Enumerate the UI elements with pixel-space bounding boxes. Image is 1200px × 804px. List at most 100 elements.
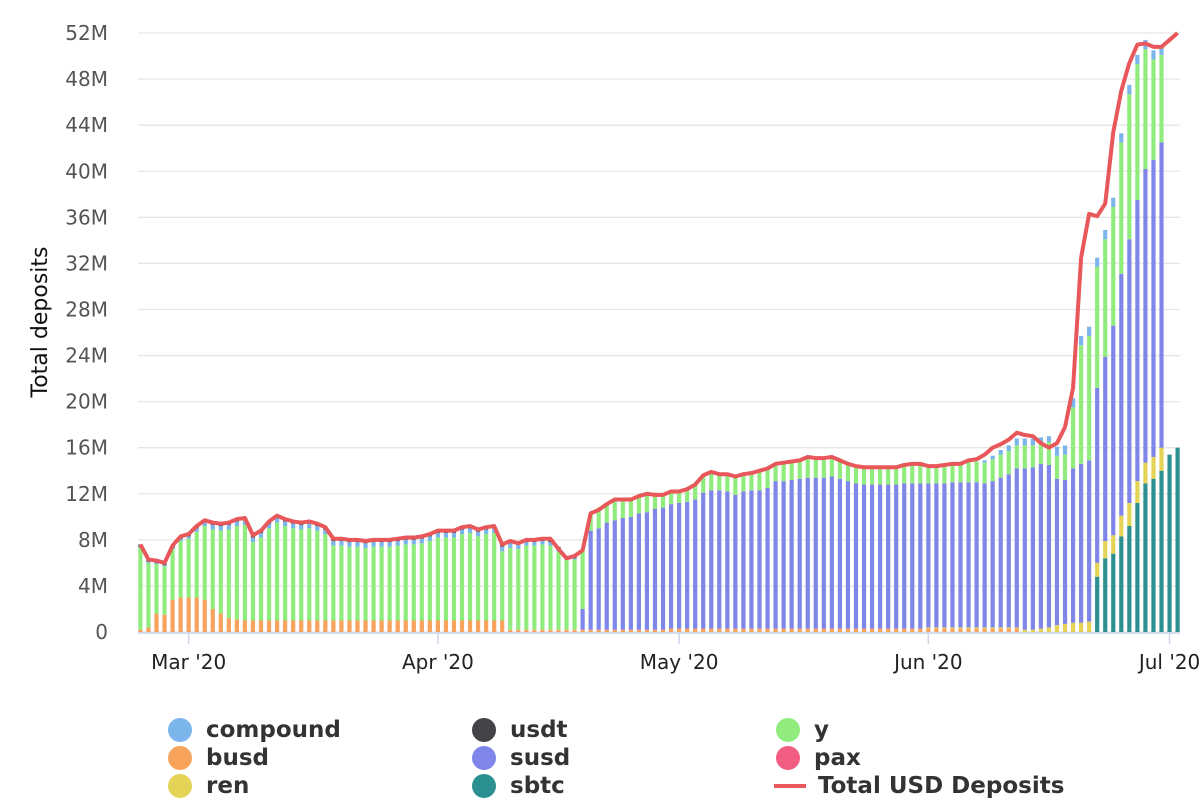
bar-y [226,529,231,619]
bar-y [459,534,465,621]
x-tick-label: Jun '20 [892,650,963,674]
bar-susd [685,501,690,629]
bar-ren [1079,622,1084,632]
bar-busd [805,628,810,632]
y-axis-title: Total deposits [28,247,53,399]
bar-susd [1087,460,1092,622]
bar-y [363,547,368,621]
legend-item-usdt[interactable]: usdt [472,716,568,744]
bar-busd [918,628,923,632]
bar-y [186,538,191,598]
legend-item-total[interactable]: Total USD Deposits [774,772,1064,800]
bar-compound [186,536,191,539]
bar-compound [355,542,360,547]
bar-y [218,530,223,614]
bar-sbtc [1111,553,1116,632]
bar-sbtc [1167,454,1172,632]
bar-y [291,528,296,621]
bar-busd [725,628,730,632]
bar-compound [154,562,159,565]
bar-busd [492,620,497,632]
bar-busd [644,629,650,632]
bar-busd [403,620,408,632]
bar-y [894,466,899,485]
bar-ren [1087,621,1092,632]
bar-susd [620,517,625,630]
bar-busd [307,620,312,632]
bar-y [652,492,658,509]
bar-susd [878,484,883,629]
bar-busd [451,620,457,632]
bar-busd [355,620,360,632]
bar-susd [709,490,714,629]
bar-busd [315,620,320,632]
bar-y [275,522,280,621]
bar-busd [291,620,296,632]
bar-susd [821,477,826,629]
bar-y [910,462,915,484]
bar-y [162,566,167,615]
legend-item-busd[interactable]: busd [168,744,269,772]
legend-item-y[interactable]: y [776,716,829,744]
bar-y [1038,443,1043,464]
bar-y [604,504,609,523]
busd-swatch [168,746,192,770]
bar-compound [982,460,987,463]
bar-y [733,476,738,495]
bar-busd [886,628,891,632]
bar-y [540,544,545,630]
bar-compound [1135,54,1140,65]
bar-compound [998,450,1003,455]
legend-item-pax[interactable]: pax [776,744,861,772]
bar-susd [1006,474,1011,628]
bar-compound [331,541,336,546]
y-tick-label: 12M [65,482,108,506]
bar-susd [1014,468,1019,628]
y-tick-label: 24M [65,344,108,368]
bar-busd [580,629,585,632]
bar-y [1070,407,1076,469]
bar-susd [1119,273,1124,516]
bar-y [154,564,159,614]
bar-compound [524,542,529,546]
bar-y [902,463,907,484]
bar-compound [1070,398,1076,408]
bar-y [572,559,577,630]
bar-susd [580,608,585,630]
bar-susd [693,499,698,629]
bar-busd [242,620,248,632]
bar-susd [998,477,1003,628]
bar-susd [1030,467,1035,630]
bar-compound [146,561,151,563]
bar-y [886,466,891,485]
bar-ren [958,627,963,629]
bar-busd [677,628,682,632]
bar-susd [652,508,658,630]
bar-compound [291,523,296,529]
y-tick-label: 40M [65,159,108,183]
bar-compound [1022,438,1027,446]
bar-susd [677,502,682,629]
bar-compound [1062,445,1068,455]
compound-swatch [168,718,192,742]
bar-compound [467,528,473,533]
bar-y [1159,54,1164,143]
y-tick-label: 48M [65,67,108,91]
bar-sbtc [1175,447,1180,632]
legend-item-sbtc[interactable]: sbtc [472,772,565,800]
legend-item-ren[interactable]: ren [168,772,249,800]
bar-y [476,536,481,621]
bar-compound [323,529,328,535]
bar-busd [934,628,939,632]
bar-susd [910,483,915,629]
bar-busd [411,620,416,632]
legend-item-compound[interactable]: compound [168,716,341,744]
legend-item-susd[interactable]: susd [472,744,570,772]
bar-y [966,461,971,483]
bar-busd [138,629,143,632]
bar-y [829,455,834,477]
bar-susd [604,522,609,630]
bar-y [958,462,963,483]
bar-y [757,471,762,491]
bar-busd [323,620,328,632]
